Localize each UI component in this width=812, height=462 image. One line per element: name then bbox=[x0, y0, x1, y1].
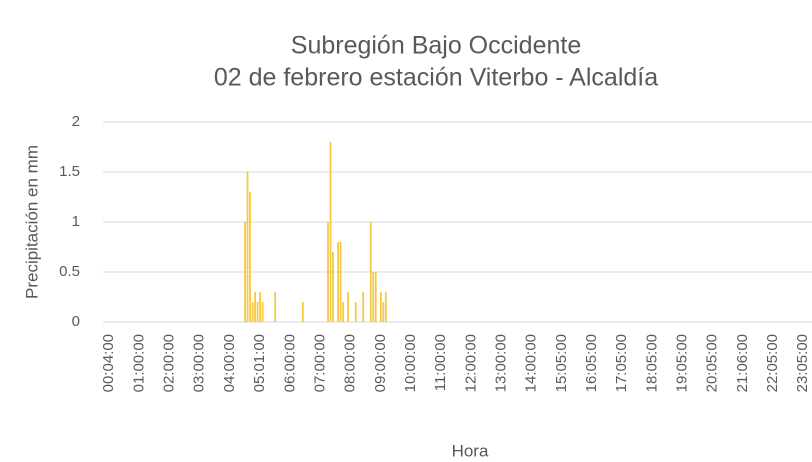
bar bbox=[251, 302, 254, 322]
x-tick-label: 23:05:00 bbox=[794, 334, 811, 392]
bar bbox=[339, 242, 342, 322]
chart-subtitle: 02 de febrero estación Viterbo - Alcaldí… bbox=[214, 64, 658, 92]
bar bbox=[347, 292, 349, 322]
bar bbox=[244, 222, 246, 322]
x-tick-label: 06:00:00 bbox=[281, 334, 298, 392]
bar bbox=[261, 302, 264, 322]
bar bbox=[301, 302, 304, 322]
y-tick-label: 0.5 bbox=[59, 263, 80, 280]
x-tick-label: 07:00:00 bbox=[311, 334, 328, 392]
x-tick-label: 13:00:00 bbox=[492, 334, 509, 392]
x-tick-label: 18:05:00 bbox=[643, 334, 660, 392]
bar bbox=[274, 292, 277, 322]
x-tick-label: 09:00:00 bbox=[372, 334, 389, 392]
bar bbox=[337, 242, 339, 322]
x-tick-label: 11:00:00 bbox=[432, 334, 449, 391]
bar bbox=[362, 292, 365, 322]
bar bbox=[249, 192, 251, 322]
bar bbox=[384, 292, 387, 322]
bar bbox=[254, 292, 256, 322]
bar bbox=[327, 222, 329, 322]
bar bbox=[332, 252, 334, 322]
x-tick-label: 21:06:00 bbox=[734, 334, 751, 392]
y-tick-label: 0 bbox=[72, 313, 80, 330]
bar bbox=[246, 172, 249, 322]
x-tick-label: 22:05:00 bbox=[764, 334, 781, 392]
x-tick-label: 01:00:00 bbox=[130, 334, 147, 392]
bar bbox=[372, 272, 375, 322]
x-tick-label: 15:05:00 bbox=[553, 334, 570, 392]
x-tick-label: 12:00:00 bbox=[462, 334, 479, 392]
x-tick-label: 00:04:00 bbox=[100, 334, 117, 392]
bar bbox=[369, 222, 372, 322]
bar bbox=[259, 292, 261, 322]
bar bbox=[329, 142, 332, 322]
y-tick-label: 1.5 bbox=[59, 163, 80, 180]
x-axis-title: Hora bbox=[452, 441, 489, 460]
x-tick-label: 19:05:00 bbox=[673, 334, 690, 392]
x-tick-label: 04:00:00 bbox=[221, 334, 238, 392]
y-tick-label: 1 bbox=[72, 213, 80, 230]
x-tick-label: 14:00:00 bbox=[523, 334, 540, 392]
x-tick-label: 10:00:00 bbox=[402, 334, 419, 392]
x-tick-label: 17:05:00 bbox=[613, 334, 630, 392]
x-tick-label: 16:05:00 bbox=[583, 334, 600, 392]
x-tick-label: 02:00:00 bbox=[161, 334, 178, 392]
bar bbox=[379, 292, 382, 322]
bar bbox=[382, 302, 385, 322]
x-tick-label: 05:01:00 bbox=[251, 334, 268, 392]
bar bbox=[374, 272, 377, 322]
bar bbox=[354, 302, 357, 322]
y-axis-title: Precipitación en mm bbox=[22, 145, 41, 299]
chart-title: Subregión Bajo Occidente bbox=[291, 32, 581, 60]
x-tick-label: 03:00:00 bbox=[191, 334, 208, 392]
bar bbox=[256, 302, 259, 322]
x-tick-label: 08:00:00 bbox=[342, 334, 359, 392]
y-tick-label: 2 bbox=[72, 113, 80, 130]
x-tick-label: 20:05:00 bbox=[704, 334, 721, 392]
bar bbox=[342, 302, 344, 322]
